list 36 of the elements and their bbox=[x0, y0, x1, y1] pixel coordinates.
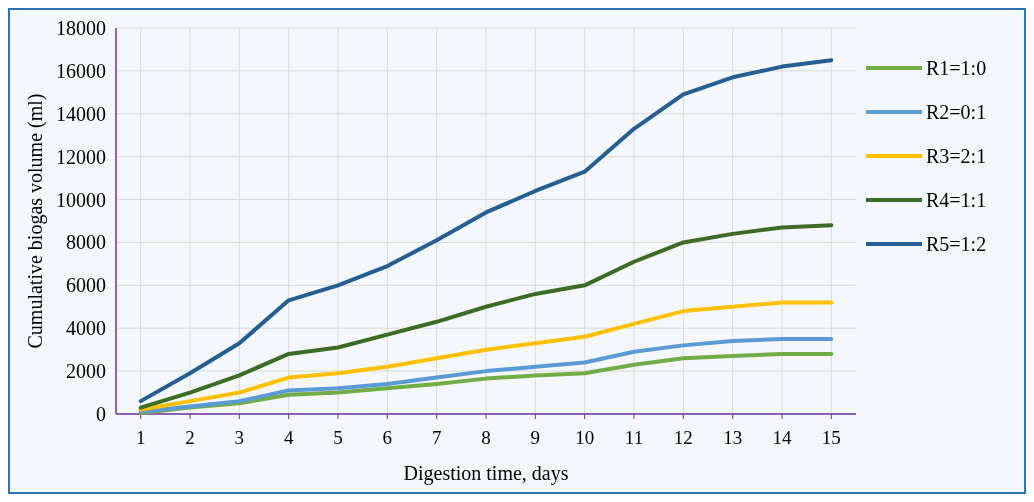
x-tick-label: 12 bbox=[673, 427, 693, 448]
y-tick-label: 12000 bbox=[56, 145, 106, 168]
x-tick-label: 8 bbox=[481, 427, 491, 448]
y-tick-label: 0 bbox=[96, 403, 106, 425]
y-tick-label: 2000 bbox=[66, 360, 106, 383]
y-tick-label: 16000 bbox=[56, 59, 106, 82]
x-axis-title: Digestion time, days bbox=[403, 462, 569, 485]
y-tick-label: 6000 bbox=[66, 274, 106, 297]
y-tick-label: 8000 bbox=[66, 231, 106, 254]
y-tick-label: 4000 bbox=[66, 317, 106, 340]
x-tick-label: 10 bbox=[575, 427, 595, 448]
legend-label: R5=1:2 bbox=[926, 233, 987, 255]
y-tick-label: 10000 bbox=[56, 188, 106, 211]
line-series bbox=[138, 300, 834, 412]
x-tick-label: 13 bbox=[723, 427, 743, 448]
legend-label: R1=1:0 bbox=[926, 57, 987, 79]
line-series bbox=[138, 223, 834, 410]
x-tick-label: 14 bbox=[772, 427, 792, 448]
y-tick-label: 14000 bbox=[56, 102, 106, 125]
x-tick-label: 6 bbox=[382, 427, 393, 448]
x-tick-label: 11 bbox=[624, 427, 644, 448]
line-series bbox=[138, 336, 834, 414]
x-tick-label: 7 bbox=[431, 427, 442, 448]
x-tick-label: 15 bbox=[821, 427, 841, 448]
x-tick-label: 1 bbox=[135, 427, 146, 448]
x-tick-label: 2 bbox=[185, 427, 195, 448]
legend-label: R4=1:1 bbox=[926, 189, 987, 211]
legend-label: R2=0:1 bbox=[926, 101, 987, 123]
x-tick-label: 3 bbox=[234, 427, 245, 448]
x-tick-label: 5 bbox=[333, 427, 343, 448]
x-tick-label: 4 bbox=[283, 427, 294, 448]
y-tick-label: 18000 bbox=[56, 17, 106, 39]
legend-label: R3=2:1 bbox=[926, 145, 987, 167]
line-series bbox=[138, 58, 834, 404]
y-axis-title: Cumulative biogas volume (ml) bbox=[24, 93, 47, 349]
x-tick-label: 9 bbox=[530, 427, 541, 448]
